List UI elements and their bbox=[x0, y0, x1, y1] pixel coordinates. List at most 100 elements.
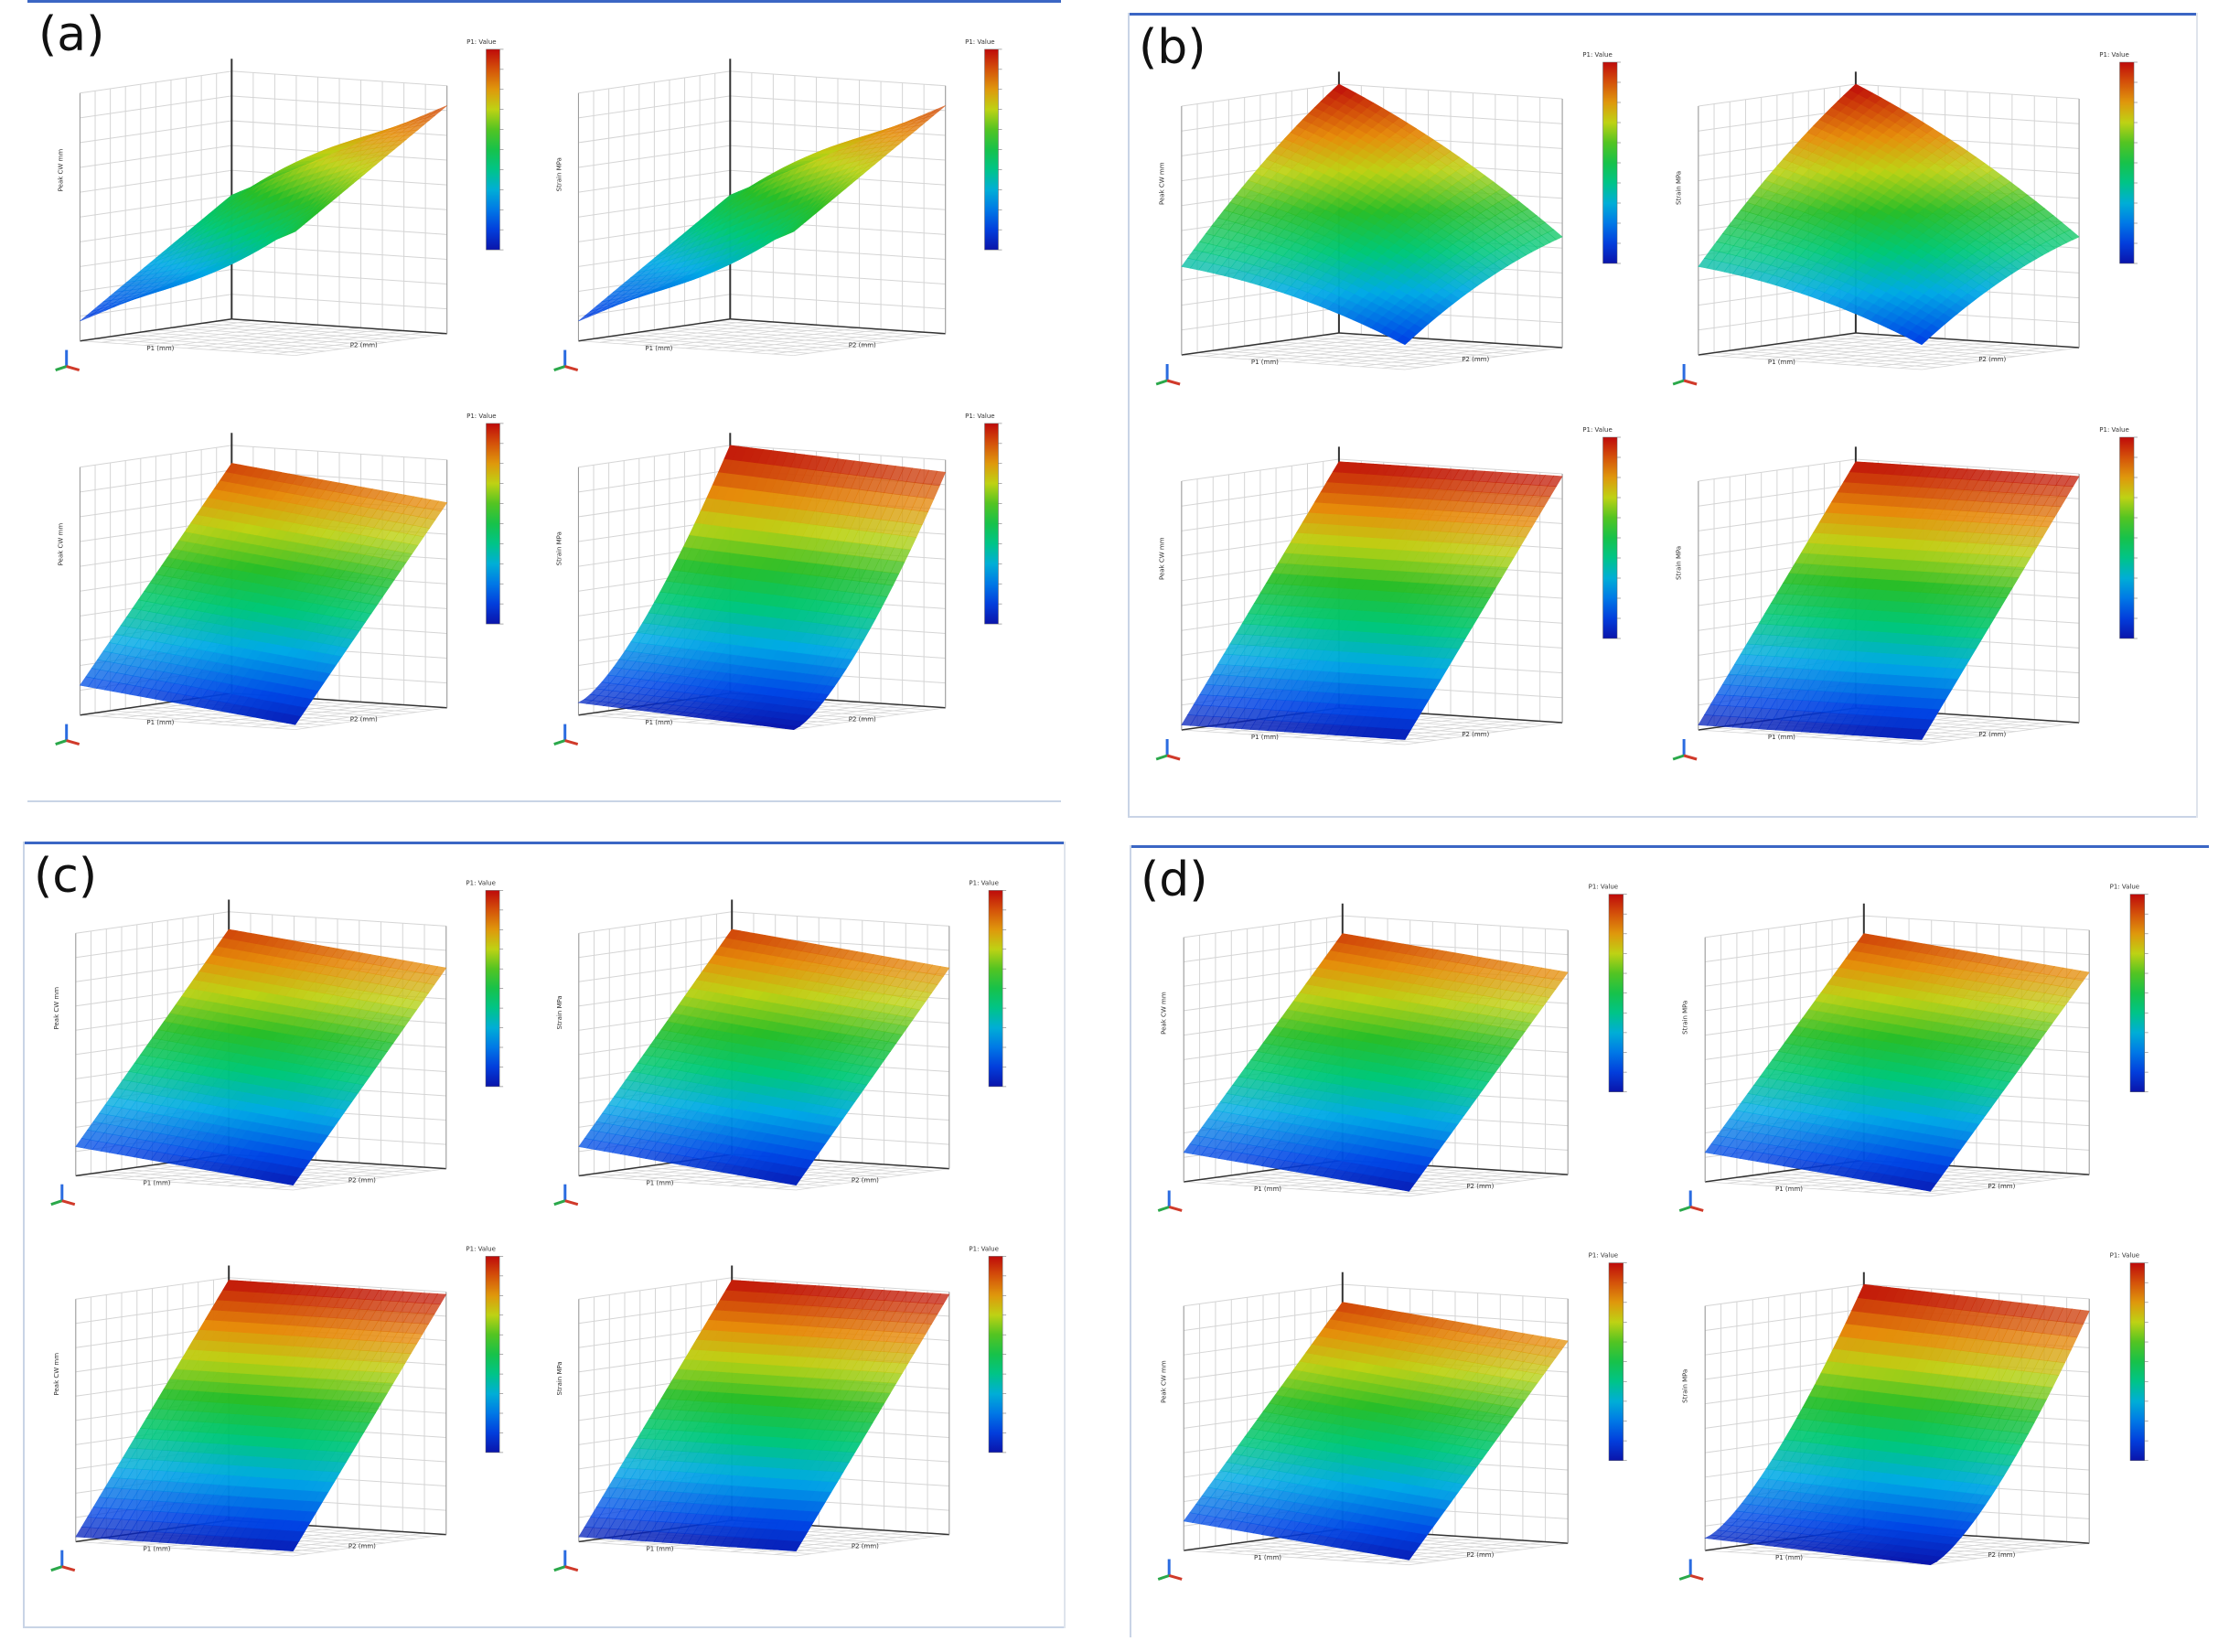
orientation-triad-icon bbox=[50, 1550, 76, 1572]
orientation-triad-icon bbox=[1672, 739, 1698, 761]
surface-mesh bbox=[80, 105, 447, 322]
surface-subplot: P1: Value Strain MPa P2 (mm) P1 (mm) bbox=[1678, 884, 2149, 1212]
z-axis-title: Peak CW mm bbox=[1161, 992, 1168, 1035]
surface-mesh bbox=[1698, 461, 2080, 740]
x-axis-title: P2 (mm) bbox=[348, 1177, 376, 1185]
y-axis-title: P1 (mm) bbox=[144, 1546, 171, 1553]
x-axis-title: P2 (mm) bbox=[1978, 731, 2006, 738]
surface-mesh bbox=[75, 1280, 447, 1552]
orientation-triad-icon bbox=[553, 724, 579, 746]
surface-subplot: P1: Value Strain MPa P2 (mm) P1 (mm) bbox=[553, 412, 1002, 746]
orientation-triad-icon bbox=[553, 349, 579, 372]
orientation-triad-icon bbox=[55, 349, 80, 372]
y-axis-title: P1 (mm) bbox=[146, 345, 174, 352]
x-axis-title: P2 (mm) bbox=[852, 1543, 879, 1550]
y-axis-title: P1 (mm) bbox=[647, 1546, 674, 1553]
colorbar: P1: Value bbox=[2110, 1252, 2149, 1462]
z-axis-title: Strain MPa bbox=[556, 531, 563, 565]
surface-mesh bbox=[1704, 1283, 2090, 1566]
y-axis-title: P1 (mm) bbox=[1251, 734, 1279, 741]
x-axis-title: P2 (mm) bbox=[1466, 1551, 1494, 1559]
surface-subplot: P1: Value Strain MPa P2 (mm) P1 (mm) bbox=[553, 1245, 1007, 1572]
colorbar-title: P1: Value bbox=[965, 412, 994, 419]
surface-mesh bbox=[79, 462, 448, 725]
orientation-triad-icon bbox=[553, 1184, 579, 1207]
panel-top-border bbox=[27, 0, 1061, 3]
y-axis-title: P1 (mm) bbox=[647, 1180, 674, 1187]
z-axis-title: Peak CW mm bbox=[58, 149, 65, 192]
surface-subplot: P1: Value Peak CW mm P2 (mm) P1 (mm) bbox=[1157, 884, 1627, 1212]
panel-right-border bbox=[1064, 842, 1066, 1628]
panel-left-border bbox=[1128, 13, 1130, 818]
y-axis-title: P1 (mm) bbox=[146, 718, 174, 725]
orientation-triad-icon bbox=[1678, 1190, 1704, 1212]
colorbar-title: P1: Value bbox=[2099, 426, 2128, 434]
z-axis-title: Strain MPa bbox=[556, 157, 563, 191]
panel-left-border bbox=[23, 842, 25, 1628]
colorbar: P1: Value bbox=[1589, 884, 1627, 1093]
x-axis-title: P2 (mm) bbox=[1988, 1551, 2015, 1559]
colorbar: P1: Value bbox=[2110, 884, 2149, 1093]
colorbar: P1: Value bbox=[1582, 426, 1622, 639]
x-axis-title: P2 (mm) bbox=[1462, 356, 1489, 363]
colorbar: P1: Value bbox=[466, 38, 504, 251]
x-axis-title: P2 (mm) bbox=[849, 342, 876, 349]
panel-top-border bbox=[1130, 845, 2209, 848]
z-axis-title: Peak CW mm bbox=[53, 987, 60, 1030]
colorbar-title: P1: Value bbox=[466, 1245, 495, 1252]
y-axis-title: P1 (mm) bbox=[144, 1180, 171, 1187]
orientation-triad-icon bbox=[1157, 1190, 1183, 1212]
z-axis-title: Strain MPa bbox=[556, 995, 563, 1029]
surface-subplot: P1: Value Peak CW mm P2 (mm) P1 (mm) bbox=[1157, 1252, 1627, 1581]
orientation-triad-icon bbox=[1672, 364, 1698, 386]
panel-b: (b) P1: Value Peak CW mm P2 (mm) P1 (mm) P1:… bbox=[1128, 13, 2198, 818]
surface-subplot: P1: Value Strain MPa P2 (mm) P1 (mm) bbox=[1678, 1252, 2149, 1581]
colorbar-title: P1: Value bbox=[1582, 426, 1612, 434]
z-axis-title: Peak CW mm bbox=[53, 1353, 60, 1396]
panel-a: (a) P1: Value Peak CW mm P2 (mm) P1 (mm) P1:… bbox=[27, 0, 1061, 802]
panel-label: (d) bbox=[1141, 853, 1208, 907]
colorbar-title: P1: Value bbox=[969, 879, 998, 886]
axis-lines bbox=[577, 59, 947, 342]
y-axis-title: P1 (mm) bbox=[1254, 1185, 1281, 1193]
surface-mesh bbox=[1181, 83, 1563, 346]
surface-mesh bbox=[578, 1280, 950, 1552]
colorbar: P1: Value bbox=[969, 879, 1007, 1088]
colorbar: P1: Value bbox=[466, 412, 504, 624]
colorbar: P1: Value bbox=[2099, 51, 2138, 264]
surface-mesh bbox=[1183, 933, 1569, 1192]
surface-mesh bbox=[75, 928, 447, 1186]
x-axis-title: P2 (mm) bbox=[1978, 356, 2006, 363]
x-axis-title: P2 (mm) bbox=[852, 1177, 879, 1185]
colorbar-title: P1: Value bbox=[466, 879, 495, 886]
panel-label: (a) bbox=[38, 7, 105, 62]
orientation-triad-icon bbox=[55, 724, 80, 746]
z-axis-title: Peak CW mm bbox=[1158, 162, 1165, 205]
colorbar-title: P1: Value bbox=[1582, 51, 1612, 59]
panel-top-border bbox=[23, 842, 1066, 844]
orientation-triad-icon bbox=[50, 1184, 76, 1207]
y-axis-title: P1 (mm) bbox=[645, 718, 672, 725]
colorbar-title: P1: Value bbox=[965, 38, 994, 46]
panel-top-border bbox=[1128, 13, 2198, 16]
colorbar-title: P1: Value bbox=[2110, 884, 2139, 891]
colorbar: P1: Value bbox=[466, 1245, 504, 1454]
x-axis-title: P2 (mm) bbox=[350, 715, 378, 723]
y-axis-title: P1 (mm) bbox=[1775, 1185, 1803, 1193]
surface-mesh bbox=[1698, 83, 2080, 346]
surface-mesh bbox=[577, 444, 947, 730]
colorbar-title: P1: Value bbox=[1589, 884, 1618, 891]
panel-bottom-border bbox=[1128, 816, 2198, 818]
surface-subplot: P1: Value Peak CW mm P2 (mm) P1 (mm) bbox=[50, 879, 504, 1207]
surface-subplot: P1: Value Peak CW mm P2 (mm) P1 (mm) bbox=[55, 38, 504, 372]
panel-label: (b) bbox=[1139, 20, 1206, 75]
y-axis-title: P1 (mm) bbox=[1775, 1554, 1803, 1561]
panel-label: (c) bbox=[34, 849, 98, 904]
y-axis-title: P1 (mm) bbox=[1251, 359, 1279, 366]
surface-subplot: P1: Value Peak CW mm P2 (mm) P1 (mm) bbox=[50, 1245, 504, 1572]
colorbar-title: P1: Value bbox=[466, 38, 496, 46]
colorbar: P1: Value bbox=[466, 879, 504, 1088]
surface-subplot: P1: Value Strain MPa P2 (mm) P1 (mm) bbox=[1672, 426, 2138, 761]
x-axis-title: P2 (mm) bbox=[348, 1543, 376, 1550]
z-axis-title: Peak CW mm bbox=[1161, 1360, 1168, 1403]
